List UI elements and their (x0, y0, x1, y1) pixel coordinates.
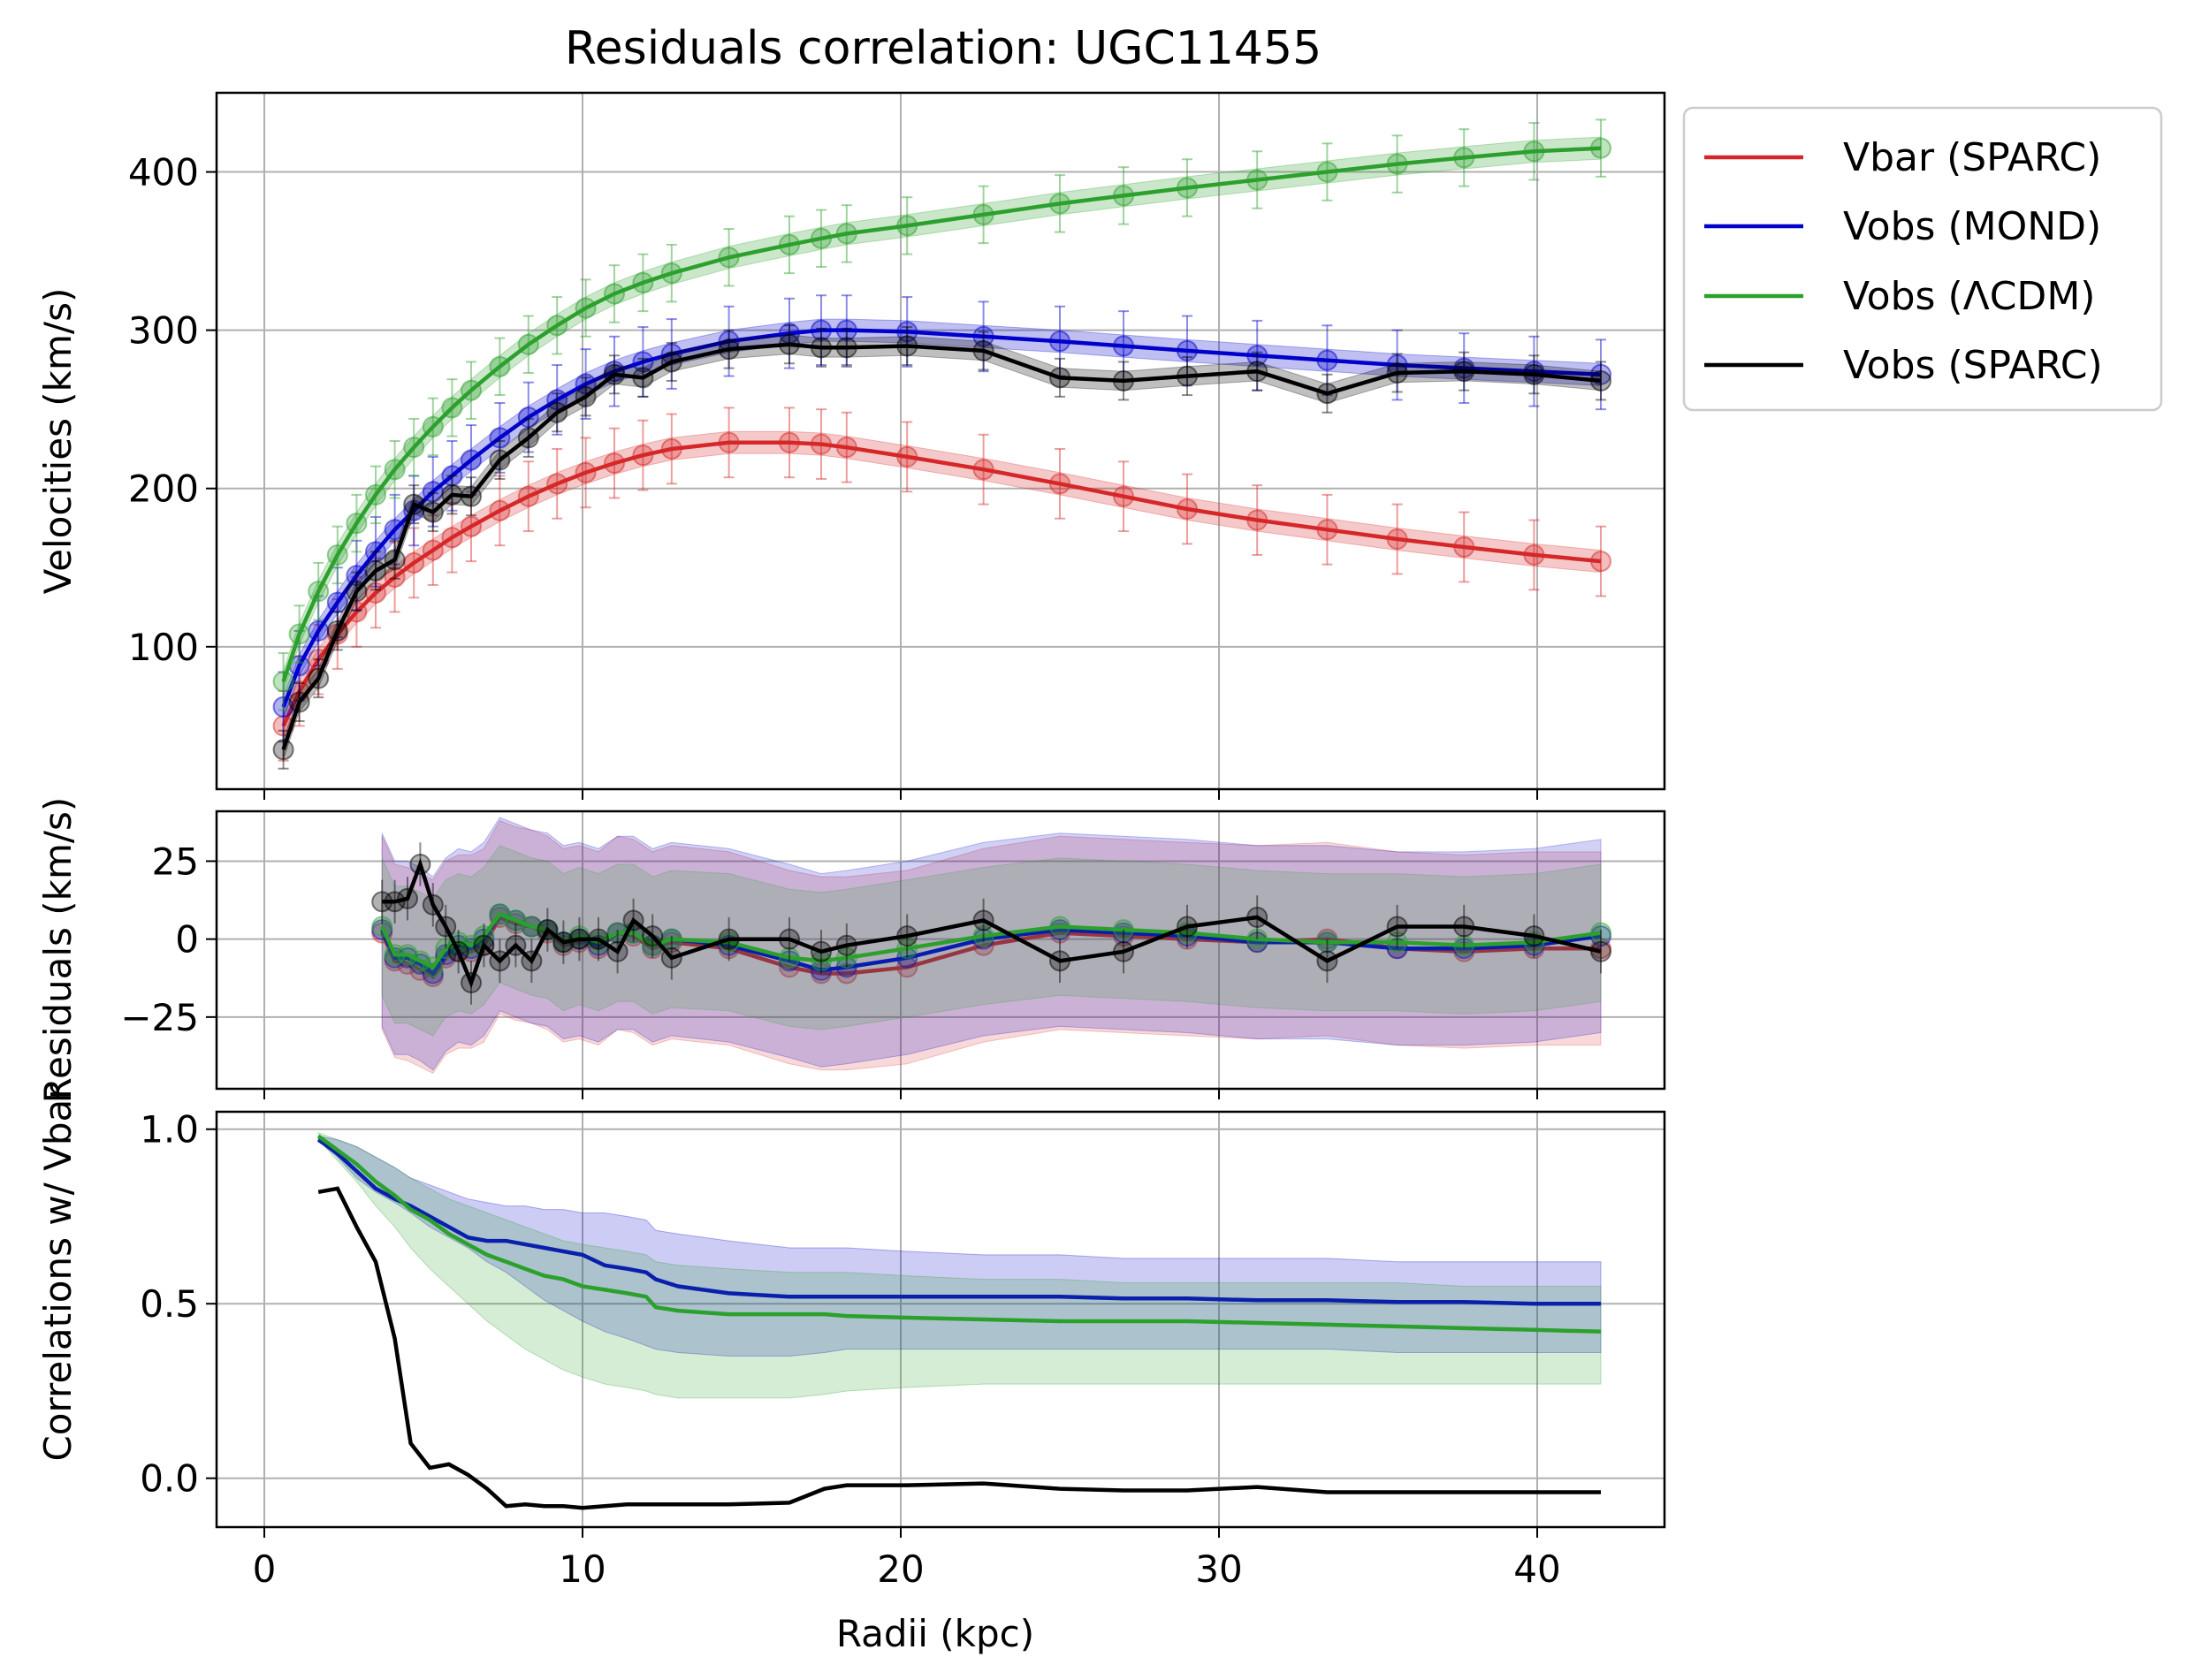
line-sparc (382, 858, 1602, 989)
velocities-series (272, 118, 1611, 770)
series-vbar (272, 407, 1611, 762)
line-sparc (317, 1186, 1601, 1510)
velocities-panel: 100 200 300 400 Velocities (km/s) (36, 91, 1666, 800)
series-sparc (272, 324, 1611, 770)
band-vbar (381, 819, 1602, 1075)
velocities-frame (215, 91, 1666, 791)
x-tick-label: 0 (253, 1547, 277, 1591)
y-tick-label: 0 (175, 918, 199, 962)
line-vbar (281, 440, 1602, 727)
x-tick-label: 40 (1513, 1547, 1560, 1591)
correlations-series (316, 1131, 1602, 1510)
residuals-panel: −25 0 25 Residuals (km/s) (36, 797, 1666, 1104)
legend: Vbar (SPARC) Vobs (MOND) Vobs (ΛCDM) Vob… (1682, 106, 2163, 412)
y-tick-label: 200 (128, 468, 199, 511)
legend-label-mond: Vobs (MOND) (1843, 204, 2101, 249)
velocities-grid (217, 93, 1665, 789)
line-mond (316, 1137, 1601, 1306)
y-tick-label: 0.0 (140, 1457, 199, 1501)
line-mond (281, 328, 1602, 708)
chart-title: Residuals correlation: UGC11455 (565, 22, 1322, 75)
series-sparc (371, 842, 1611, 1005)
series-lcdm (316, 1131, 1602, 1399)
series-mond (316, 1135, 1602, 1357)
band-lcdm (317, 1131, 1602, 1399)
line-sparc (281, 342, 1602, 750)
x-tick-label: 20 (877, 1547, 924, 1591)
legend-label-lcdm: Vobs (ΛCDM) (1843, 274, 2095, 319)
point-sparc (272, 739, 294, 761)
legend-label-sparc: Vobs (SPARC) (1843, 343, 2103, 388)
y-tick-label: 300 (128, 309, 199, 353)
velocities-ticks: 100 200 300 400 (128, 151, 1538, 800)
residuals-series (371, 817, 1611, 1075)
correlations-panel: 0 10 20 30 40 0.0 0.5 1.0 Correlations w/ Vbar (36, 1083, 1666, 1591)
series-lcdm (272, 118, 1611, 711)
series-sparc (317, 1186, 1601, 1510)
legend-label-vbar: Vbar (SPARC) (1843, 135, 2101, 180)
correlations-ticks: 0 10 20 30 40 0.0 0.5 1.0 (140, 1108, 1561, 1591)
series-mond (371, 817, 1611, 1071)
y-tick-label: −25 (120, 996, 199, 1039)
y-tick-label: 400 (128, 151, 199, 194)
band-lcdm (283, 136, 1602, 693)
y-tick-label: 1.0 (140, 1108, 199, 1152)
residuals-ticks: −25 0 25 (120, 840, 1538, 1099)
line-lcdm (316, 1134, 1602, 1334)
y-tick-label: 25 (152, 840, 199, 883)
velocities-ylabel: Velocities (km/s) (36, 288, 80, 595)
y-tick-label: 100 (128, 626, 199, 669)
point-lcdm (272, 671, 294, 693)
residuals-frame (215, 810, 1666, 1091)
correlations-ylabel: Correlations w/ Vbar (36, 1083, 80, 1462)
line-lcdm (281, 146, 1602, 682)
x-axis-label: Radii (kpc) (836, 1612, 1034, 1655)
legend-box (1682, 106, 2163, 412)
y-tick-label: 0.5 (140, 1282, 199, 1326)
x-tick-label: 10 (559, 1547, 606, 1591)
correlations-frame (215, 1110, 1666, 1529)
residuals-grid (217, 811, 1665, 1089)
x-tick-label: 30 (1195, 1547, 1242, 1591)
band-vbar (283, 430, 1602, 738)
residuals-ylabel: Residuals (km/s) (36, 797, 80, 1104)
